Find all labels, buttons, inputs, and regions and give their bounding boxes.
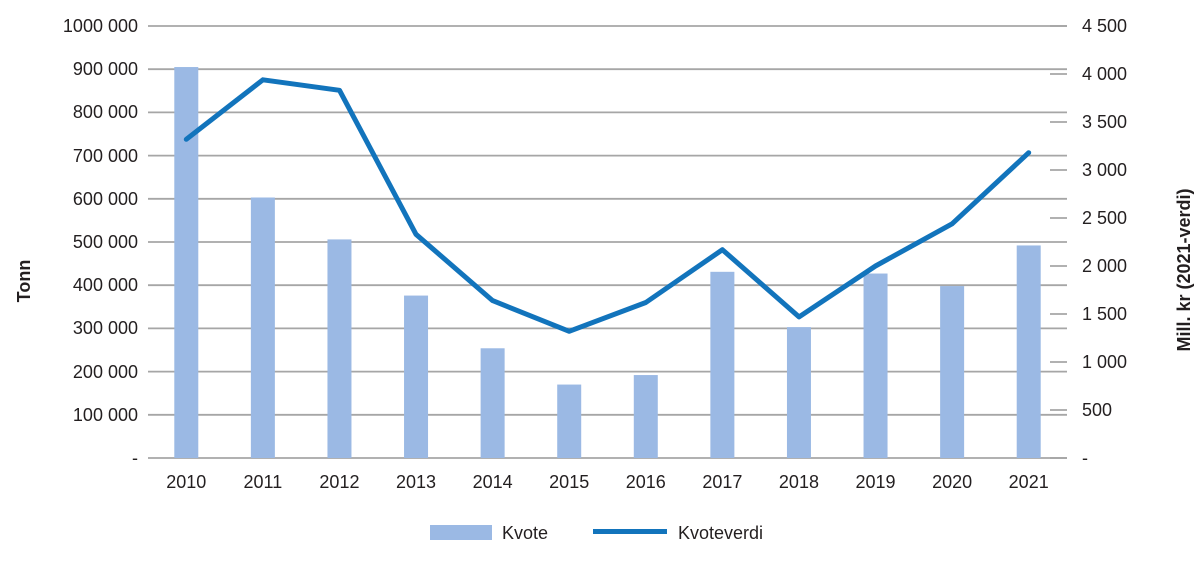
right-axis-tick-label: 1 000 <box>1082 352 1128 372</box>
right-axis-tick-label: 4 500 <box>1082 16 1128 36</box>
right-axis-tick-label: 2 500 <box>1082 208 1128 228</box>
bar-2021 <box>1016 245 1041 458</box>
bar-2019 <box>863 273 888 458</box>
legend-kvote-label: Kvote <box>502 523 549 543</box>
left-axis-tick-label: 800 000 <box>72 102 138 123</box>
left-axis-tick-label: 900 000 <box>72 59 138 80</box>
left-axis-tick-label: 600 000 <box>72 188 138 209</box>
bar-2014 <box>480 348 505 458</box>
right-axis-tick-label: 3 500 <box>1082 112 1128 132</box>
x-axis-label-2020: 2020 <box>932 472 973 492</box>
left-axis-tick-label: 400 000 <box>72 275 138 296</box>
x-axis-label-2021: 2021 <box>1008 472 1049 492</box>
x-axis-label-2013: 2013 <box>396 472 437 492</box>
right-axis-tick-label: 2 000 <box>1082 256 1128 276</box>
bar-2017 <box>710 271 735 458</box>
right-axis-tick-label: 3 000 <box>1082 160 1128 180</box>
bar-2015 <box>557 384 582 458</box>
right-axis-tick-label: - <box>1082 448 1088 468</box>
legend-kvoteverdi-swatch <box>593 529 667 534</box>
left-axis-tick-label: - <box>132 448 138 468</box>
bar-2016 <box>633 375 658 458</box>
x-axis-label-2016: 2016 <box>625 472 666 492</box>
bar-2010 <box>174 67 199 458</box>
left-axis-tick-label: 700 000 <box>72 145 138 166</box>
bar-2018 <box>786 327 811 458</box>
left-axis-tick-label: 300 000 <box>72 318 138 339</box>
x-axis-label-2012: 2012 <box>319 472 360 492</box>
legend-kvoteverdi-label: Kvoteverdi <box>678 523 764 543</box>
bar-2011 <box>250 197 275 458</box>
x-axis-label-2011: 2011 <box>243 472 283 492</box>
x-axis-label-2015: 2015 <box>549 472 590 492</box>
left-axis-tick-label: 1000 000 <box>62 16 138 36</box>
right-axis-tick-label: 1 500 <box>1082 304 1128 324</box>
left-axis-tick-label: 100 000 <box>72 404 138 425</box>
left-axis-tick-label: 200 000 <box>72 361 138 382</box>
x-axis-label-2018: 2018 <box>778 472 819 492</box>
bar-2013 <box>404 295 429 458</box>
kvoteverdi-line <box>183 77 1032 334</box>
legend-kvote-swatch <box>430 525 492 540</box>
bar-2012 <box>327 239 352 458</box>
bar-2020 <box>940 286 965 458</box>
x-axis-label-2014: 2014 <box>472 472 513 492</box>
x-axis-label-2019: 2019 <box>855 472 896 492</box>
x-axis-label-2017: 2017 <box>702 472 743 492</box>
x-axis-label-2010: 2010 <box>166 472 207 492</box>
right-axis-tick-label: 4 000 <box>1082 64 1128 84</box>
right-axis-tick-label: 500 <box>1082 400 1113 420</box>
left-axis-tick-label: 500 000 <box>72 232 138 252</box>
